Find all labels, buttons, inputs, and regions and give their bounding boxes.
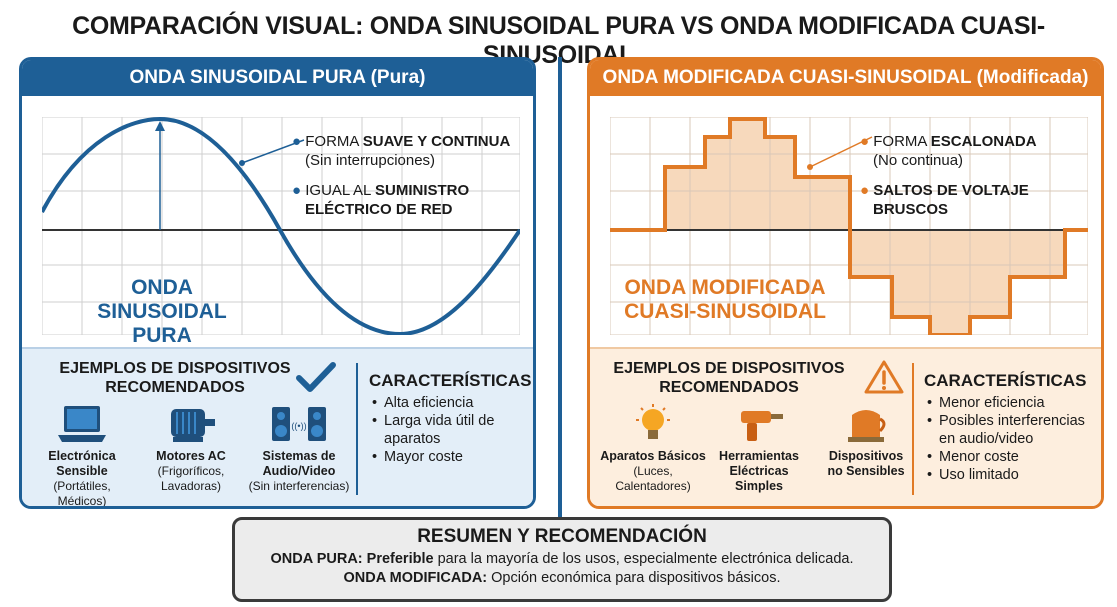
char-item: Uso limitado: [927, 466, 1101, 484]
char-item: Mayor coste: [372, 448, 533, 466]
pure-char-list: Alta eficiencia Larga vida útil de apara…: [372, 394, 533, 466]
device-audio-video: ((•)) Sistemas de Audio/Video (Sin inter…: [244, 403, 354, 494]
voltage-jumps-annotation: ● SALTOS DE VOLTAJE BRUSCOS: [860, 182, 1029, 218]
device-sensitive-electronics: Electrónica Sensible (Portátiles, Médico…: [32, 403, 132, 506]
summary-line-pure: ONDA PURA: Preferible para la mayoría de…: [270, 551, 854, 567]
pure-sine-panel: ONDA SINUSOIDAL PURA (Pura): [19, 57, 536, 509]
annot-pointer-line: [241, 139, 305, 164]
pure-sine-chart: [42, 117, 520, 335]
modified-sine-panel: ONDA MODIFICADA CUASI-SINUSOIDAL (Modifi…: [587, 57, 1104, 509]
summary-title: RESUMEN Y RECOMENDACIÓN: [417, 526, 707, 547]
modified-examples-title: EJEMPLOS DE DISPOSITIVOS RECOMENDADOS: [613, 360, 845, 396]
modified-sine-chart: [610, 117, 1088, 335]
char-item: Larga vida útil de: [372, 412, 533, 430]
pure-section-divider: [356, 363, 358, 495]
char-item: Menor coste: [927, 448, 1101, 466]
modified-char-title: CARACTERÍSTICAS: [924, 371, 1087, 390]
device-non-sensitive: Dispositivos no Sensibles: [816, 403, 916, 479]
kettle-icon: [848, 410, 886, 442]
speakers-icon: ((•)): [272, 407, 326, 441]
summary-line-modified: ONDA MODIFICADA: Opción económica para d…: [343, 570, 781, 586]
warning-icon: [864, 360, 904, 394]
sine-wave-line: [42, 117, 520, 335]
modified-section-divider: [912, 363, 914, 495]
char-item: en audio/video: [939, 431, 1034, 447]
device-basic-appliances: Aparatos Básicos (Luces, Calentadores): [598, 403, 708, 494]
annot-pointer-line: [809, 136, 873, 168]
step-fill-negative: [850, 230, 1065, 335]
modified-wave-label: ONDA MODIFICADA CUASI-SINUSOIDAL: [624, 276, 826, 323]
pure-wave-label: ONDA SINUSOIDAL PURA: [97, 276, 227, 347]
center-divider: [558, 57, 562, 527]
pure-examples-title: EJEMPLOS DE DISPOSITIVOS RECOMENDADOS: [59, 360, 291, 396]
laptop-icon: [58, 406, 106, 442]
summary-box: RESUMEN Y RECOMENDACIÓN ONDA PURA: Prefe…: [232, 517, 892, 602]
modified-examples-section: EJEMPLOS DE DISPOSITIVOS RECOMENDADOS Ap…: [590, 347, 1101, 506]
char-item: Posibles interferencias: [927, 412, 1101, 430]
device-power-tools: Herramientas Eléctricas Simples: [714, 403, 804, 494]
grid-annotation: ● IGUAL AL SUMINISTRO ELÉCTRICO DE RED: [292, 182, 470, 218]
char-item: Menor eficiencia: [927, 394, 1101, 412]
checkmark-icon: [296, 362, 336, 392]
lightbulb-icon: [636, 404, 670, 439]
char-item: aparatos: [384, 431, 441, 447]
step-wave-line: [610, 117, 1088, 335]
peak-arrow-head: [155, 121, 165, 131]
pure-examples-section: EJEMPLOS DE DISPOSITIVOS RECOMENDADOS El…: [22, 347, 533, 506]
stepped-annotation: ● FORMA ESCALONADA (No continua): [860, 133, 1037, 169]
page-title: COMPARACIÓN VISUAL: ONDA SINUSOIDAL PURA…: [72, 12, 1045, 69]
char-item: Alta eficiencia: [372, 394, 533, 412]
device-ac-motors: Motores AC (Frigoríficos, Lavadoras): [146, 403, 236, 494]
modified-sine-header: ONDA MODIFICADA CUASI-SINUSOIDAL (Modifi…: [590, 60, 1101, 96]
smooth-annotation: ● FORMA SUAVE Y CONTINUA (Sin interrupci…: [292, 133, 511, 169]
modified-char-list: Menor eficiencia Posibles interferencias…: [927, 394, 1101, 484]
drill-icon: [741, 411, 783, 441]
motor-icon: [171, 409, 215, 442]
pure-char-title: CARACTERÍSTICAS: [369, 371, 532, 390]
pure-sine-header: ONDA SINUSOIDAL PURA (Pura): [22, 60, 533, 96]
svg-text:((•)): ((•)): [291, 421, 306, 431]
